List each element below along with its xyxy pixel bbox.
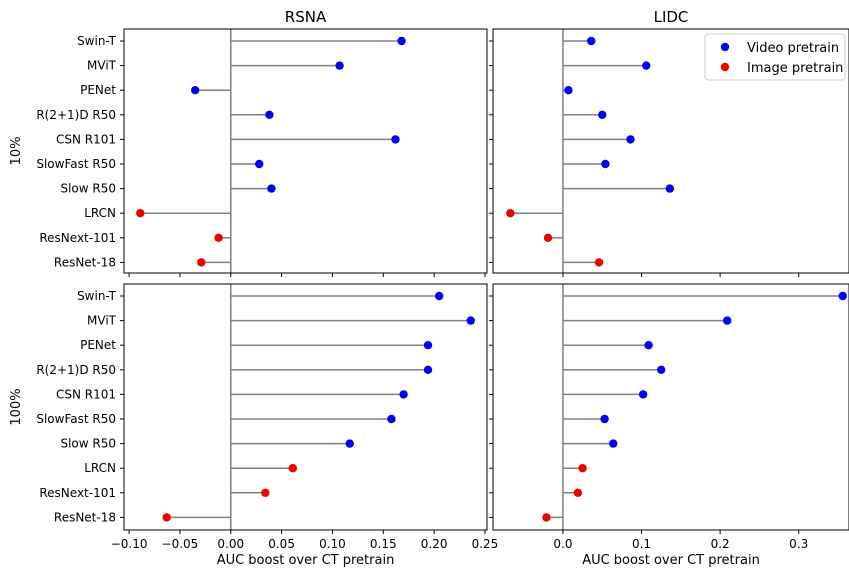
y-tick-label-rsna-10-r-2-1-d-r50: R(2+1)D R50 [36, 108, 116, 122]
y-tick-label-rsna-10-slow-r50: Slow R50 [60, 182, 116, 196]
point-lidc-10-resnet-18 [594, 258, 604, 267]
point-rsna-10-resnext-101 [214, 233, 223, 242]
point-rsna-10-csn-r101 [391, 135, 400, 144]
point-lidc-10-r-2-1-d-r50 [598, 110, 607, 120]
y-tick-label-rsna-10-penet: PENet [80, 83, 116, 97]
y-tick-label-rsna-100-resnext-101: ResNext-101 [39, 486, 116, 500]
y-tick-label-rsna-100-mvit: MViT [87, 314, 117, 328]
point-lidc-100-swin-t [838, 291, 847, 301]
point-lidc-100-slow-r50 [609, 439, 618, 448]
x-tick-label-lidc-100-2: 0.2 [711, 537, 730, 551]
x-tick-label-rsna-100-6: 0.20 [421, 537, 448, 551]
point-lidc-10-resnext-101 [543, 233, 553, 242]
x-tick-label-lidc-100-0: 0.0 [553, 537, 572, 551]
point-lidc-10-mvit [642, 61, 651, 70]
legend-marker-video-pretrain [720, 42, 730, 52]
point-lidc-100-r-2-1-d-r50 [656, 365, 666, 374]
point-rsna-100-slow-r50 [345, 439, 354, 448]
legend-box [704, 33, 846, 81]
y-tick-label-rsna-100-csn-r101: CSN R101 [56, 387, 116, 401]
point-lidc-10-slowfast-r50 [601, 159, 610, 169]
y-tick-label-rsna-100-penet: PENet [80, 338, 116, 352]
y-tick-label-rsna-10-resnet-18: ResNet-18 [54, 255, 116, 269]
point-rsna-100-slowfast-r50 [387, 414, 396, 424]
x-tick-label-rsna-100-7: 0.25 [472, 537, 499, 551]
point-rsna-100-resnext-101 [261, 488, 270, 497]
y-tick-label-rsna-10-slowfast-r50: SlowFast R50 [36, 157, 116, 171]
point-lidc-10-lrcn [506, 209, 515, 218]
y-tick-label-rsna-100-lrcn: LRCN [84, 461, 116, 475]
y-tick-label-rsna-10-swin-t: Swin-T [77, 34, 117, 48]
point-rsna-100-swin-t [435, 291, 444, 301]
point-rsna-10-lrcn [136, 209, 145, 218]
point-lidc-100-slowfast-r50 [600, 414, 609, 424]
x-axis-label-rsna: AUC boost over CT pretrain [217, 553, 395, 567]
point-lidc-100-resnext-101 [573, 488, 583, 497]
point-lidc-100-csn-r101 [638, 390, 648, 399]
legend-marker-image-pretrain [720, 62, 730, 72]
point-rsna-10-slow-r50 [267, 184, 276, 193]
legend-label-image-pretrain: Image pretrain [747, 61, 843, 76]
point-rsna-10-resnet-18 [197, 258, 206, 267]
y-tick-label-rsna-100-r-2-1-d-r50: R(2+1)D R50 [36, 363, 116, 377]
y-tick-label-rsna-100-slow-r50: Slow R50 [60, 437, 116, 451]
y-tick-label-rsna-10-csn-r101: CSN R101 [56, 132, 116, 146]
point-lidc-100-lrcn [578, 464, 587, 473]
point-rsna-10-slowfast-r50 [255, 159, 264, 169]
x-tick-label-lidc-100-1: 0.1 [632, 537, 651, 551]
y-tick-label-rsna-10-resnext-101: ResNext-101 [39, 231, 116, 245]
x-tick-label-lidc-100-3: 0.3 [789, 537, 808, 551]
point-rsna-100-resnet-18 [162, 513, 171, 522]
row-label-100: 100% [9, 388, 24, 425]
panel-title-rsna: RSNA [285, 8, 327, 26]
point-rsna-100-csn-r101 [399, 390, 408, 399]
y-tick-label-rsna-10-lrcn: LRCN [84, 206, 116, 220]
panel-frame-rsna-10 [123, 28, 488, 274]
point-rsna-100-mvit [466, 316, 475, 325]
x-tick-label-rsna-100-4: 0.10 [319, 537, 346, 551]
y-tick-label-rsna-100-slowfast-r50: SlowFast R50 [36, 412, 116, 426]
point-rsna-100-r-2-1-d-r50 [423, 365, 433, 374]
x-tick-label-rsna-100-3: 0.05 [268, 537, 295, 551]
panel-frame-lidc-10 [492, 28, 849, 274]
point-lidc-10-penet [564, 86, 573, 95]
row-label-10: 10% [9, 137, 24, 166]
panel-frame-rsna-100 [123, 283, 488, 531]
point-rsna-100-lrcn [288, 464, 297, 473]
point-rsna-10-mvit [335, 61, 344, 70]
point-rsna-10-penet [190, 86, 200, 95]
x-tick-label-rsna-100-0: −0.10 [111, 537, 148, 551]
x-axis-label-lidc: AUC boost over CT pretrain [582, 553, 760, 567]
point-lidc-10-csn-r101 [626, 135, 635, 144]
y-tick-label-rsna-100-swin-t: Swin-T [77, 289, 117, 303]
panel-title-lidc: LIDC [654, 8, 689, 26]
y-tick-label-rsna-100-resnet-18: ResNet-18 [54, 510, 116, 524]
point-lidc-10-swin-t [587, 36, 596, 46]
x-tick-label-rsna-100-1: −0.05 [162, 537, 199, 551]
point-lidc-100-resnet-18 [542, 513, 551, 522]
point-lidc-100-mvit [722, 316, 732, 325]
x-tick-label-rsna-100-2: 0.00 [217, 537, 244, 551]
point-rsna-10-swin-t [397, 36, 406, 46]
point-rsna-100-penet [423, 341, 433, 350]
x-tick-label-rsna-100-5: 0.15 [370, 537, 397, 551]
y-tick-label-rsna-10-mvit: MViT [87, 59, 117, 73]
legend-label-video-pretrain: Video pretrain [747, 41, 839, 56]
point-rsna-10-r-2-1-d-r50 [265, 110, 274, 120]
point-lidc-10-slow-r50 [665, 184, 675, 193]
point-lidc-100-penet [644, 341, 653, 350]
panel-frame-lidc-100 [492, 283, 849, 531]
